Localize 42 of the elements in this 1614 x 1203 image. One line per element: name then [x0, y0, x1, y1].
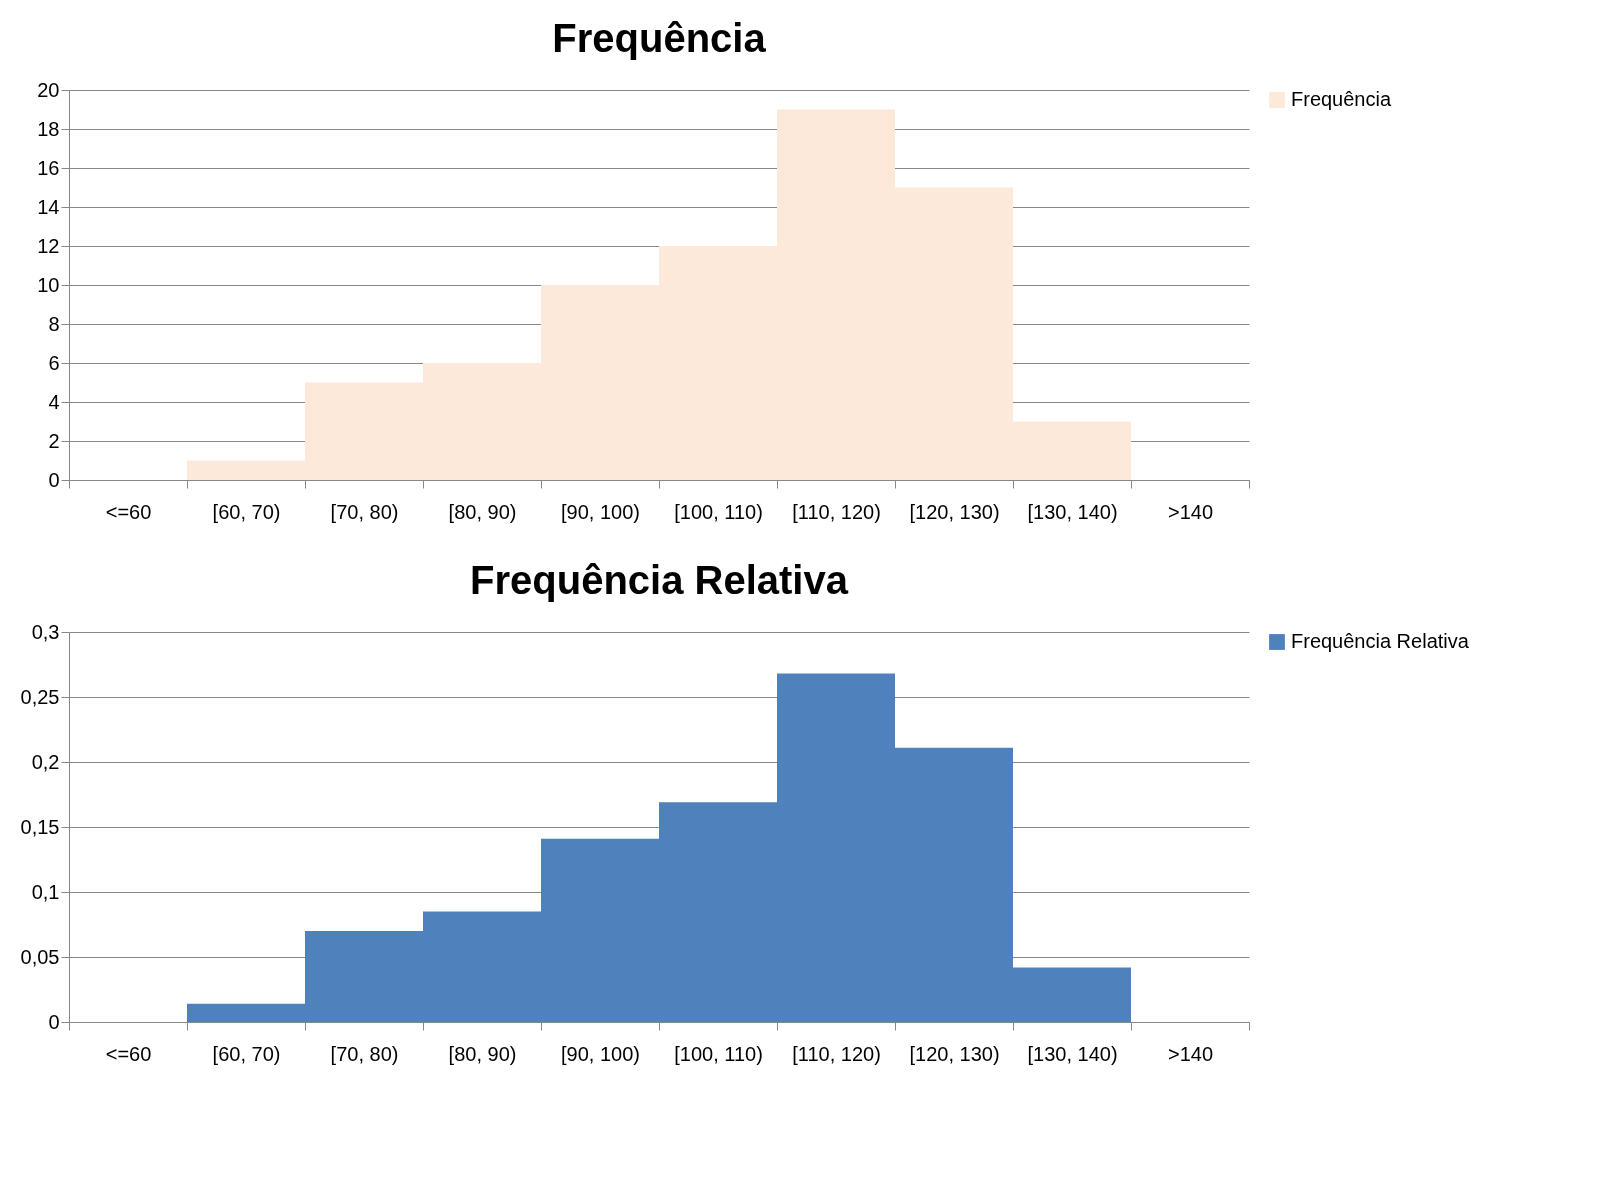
y-tick-label: 2: [48, 429, 60, 452]
y-tick-label: 0,25: [20, 685, 60, 708]
x-tick-label: [110, 120): [792, 500, 881, 523]
y-tick-label: 8: [48, 312, 60, 335]
x-tick-label: [100, 110): [674, 1042, 763, 1065]
x-tick-label: <=60: [105, 1042, 152, 1065]
y-tick-label: 0,3: [31, 620, 60, 643]
x-tick-label: [130, 140): [1027, 500, 1118, 523]
legend-label: Frequência Relativa: [1291, 630, 1470, 652]
y-tick-label: 0: [48, 1010, 60, 1033]
x-tick-label: >140: [1167, 1042, 1214, 1065]
x-tick-label: [120, 130): [909, 1042, 1000, 1065]
x-tick-label: [70, 80): [330, 1042, 399, 1065]
x-tick-label: [120, 130): [909, 500, 1000, 523]
x-tick-label: [60, 70): [212, 1042, 281, 1065]
chart-title: Frequência Relativa: [470, 558, 849, 602]
x-tick-label: [110, 120): [792, 1042, 881, 1065]
x-tick-label: [90, 100): [561, 1042, 640, 1065]
y-tick-label: 4: [48, 390, 60, 413]
y-tick-label: 12: [37, 234, 60, 257]
y-tick-label: 10: [37, 273, 60, 296]
x-tick-label: <=60: [105, 500, 152, 523]
chart-title: Frequência: [552, 16, 767, 60]
y-tick-label: 6: [48, 351, 60, 374]
y-tick-label: 14: [37, 195, 60, 218]
y-tick-label: 0,2: [31, 750, 60, 773]
y-tick-label: 0,15: [20, 815, 60, 838]
y-tick-label: 18: [37, 117, 60, 140]
x-tick-label: >140: [1167, 500, 1214, 523]
y-tick-label: 0,1: [31, 880, 60, 903]
legend-label: Frequência: [1291, 88, 1392, 110]
x-tick-label: [90, 100): [561, 500, 640, 523]
x-tick-label: [70, 80): [330, 500, 399, 523]
y-tick-label: 16: [37, 156, 60, 179]
x-tick-label: [80, 90): [448, 1042, 517, 1065]
y-tick-label: 20: [37, 78, 60, 101]
x-tick-label: [100, 110): [674, 500, 763, 523]
y-tick-label: 0,05: [20, 945, 60, 968]
y-tick-label: 0: [48, 468, 60, 491]
x-tick-label: [80, 90): [448, 500, 517, 523]
x-tick-label: [60, 70): [212, 500, 281, 523]
x-tick-label: [130, 140): [1027, 1042, 1118, 1065]
